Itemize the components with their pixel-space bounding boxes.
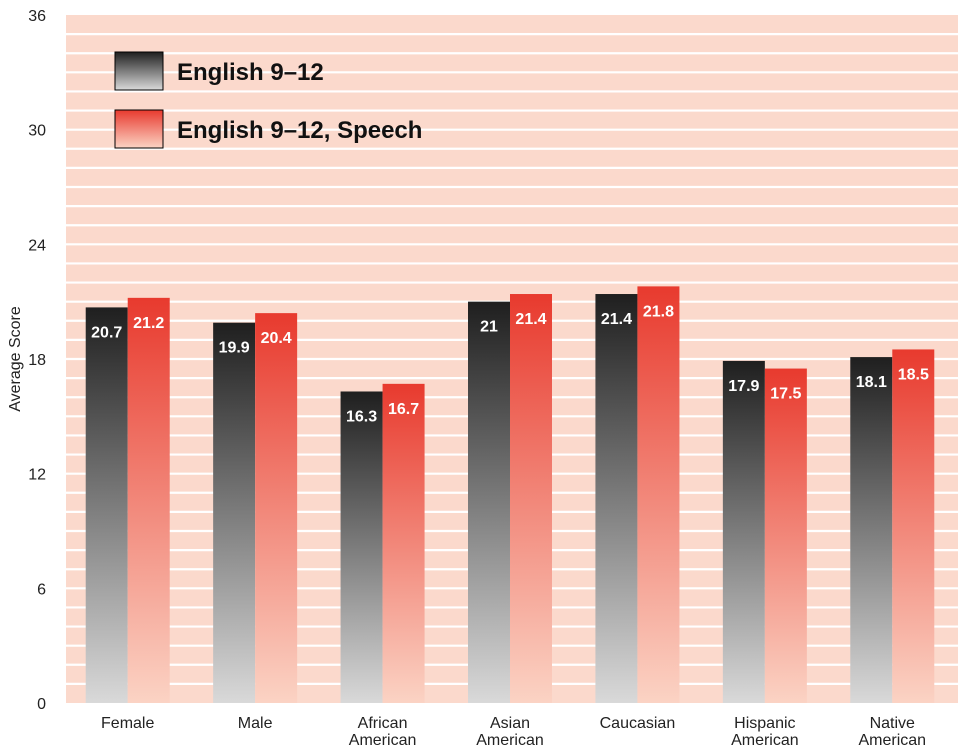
y-tick-label: 30: [28, 123, 46, 140]
bar-value-label: 18.1: [856, 374, 887, 391]
bars: 20.7 21.2 19.9 20.4 16.3 16.7 21 21.4 21.4 21.8 17…: [85, 286, 935, 703]
bar: [850, 357, 893, 703]
bar: [468, 301, 510, 703]
bar: [255, 313, 298, 703]
bar: [892, 349, 935, 703]
bar: [722, 360, 765, 703]
bar: [595, 294, 638, 703]
bar-value-label: 17.9: [728, 378, 759, 395]
bar-value-label: 16.7: [388, 401, 419, 418]
y-tick-label: 0: [37, 696, 46, 713]
bar-value-label: 21.2: [133, 315, 164, 332]
x-tick-label: Female: [101, 715, 154, 732]
bar: [213, 322, 256, 703]
x-tick-label: Male: [238, 715, 273, 732]
bar-value-label: 18.5: [898, 366, 929, 383]
bar-value-label: 17.5: [770, 386, 801, 403]
y-tick-label: 18: [28, 352, 46, 369]
y-axis: 0 6 12 18 24 30 36: [28, 8, 46, 713]
bar-value-label: 16.3: [346, 408, 377, 425]
x-tick-label: Hispanic American: [731, 715, 799, 749]
bar-value-label: 19.9: [219, 340, 250, 357]
legend-label: English 9–12, Speech: [177, 117, 422, 144]
y-tick-label: 6: [37, 581, 46, 598]
x-tick-label: Caucasian: [600, 715, 676, 732]
y-tick-label: 12: [28, 467, 46, 484]
x-tick-label: Native American: [858, 715, 926, 749]
legend: English 9–12 English 9–12, Speech: [114, 51, 422, 149]
x-tick-label: Asian American: [476, 715, 544, 749]
legend-label: English 9–12: [177, 59, 324, 86]
x-tick-label: African American: [349, 715, 417, 749]
bar-value-label: 20.7: [91, 324, 122, 341]
bar: [510, 294, 552, 703]
y-axis-label: Average Score: [7, 306, 24, 412]
bar: [85, 307, 128, 703]
bar-value-label: 21: [480, 319, 498, 336]
y-tick-label: 36: [28, 8, 46, 25]
legend-swatch: [114, 51, 164, 91]
bar-value-label: 21.4: [515, 311, 546, 328]
bar: [637, 286, 680, 703]
bar: [340, 391, 383, 703]
y-tick-label: 24: [28, 237, 46, 254]
bar: [127, 297, 170, 703]
x-axis: Female Male African American Asian American Ca…: [101, 715, 926, 749]
bar-value-label: 21.4: [601, 311, 632, 328]
bar: [382, 383, 425, 703]
legend-swatch: [114, 109, 164, 149]
bar: [764, 368, 807, 703]
bar-value-label: 20.4: [261, 330, 292, 347]
bar-value-label: 21.8: [643, 303, 674, 320]
